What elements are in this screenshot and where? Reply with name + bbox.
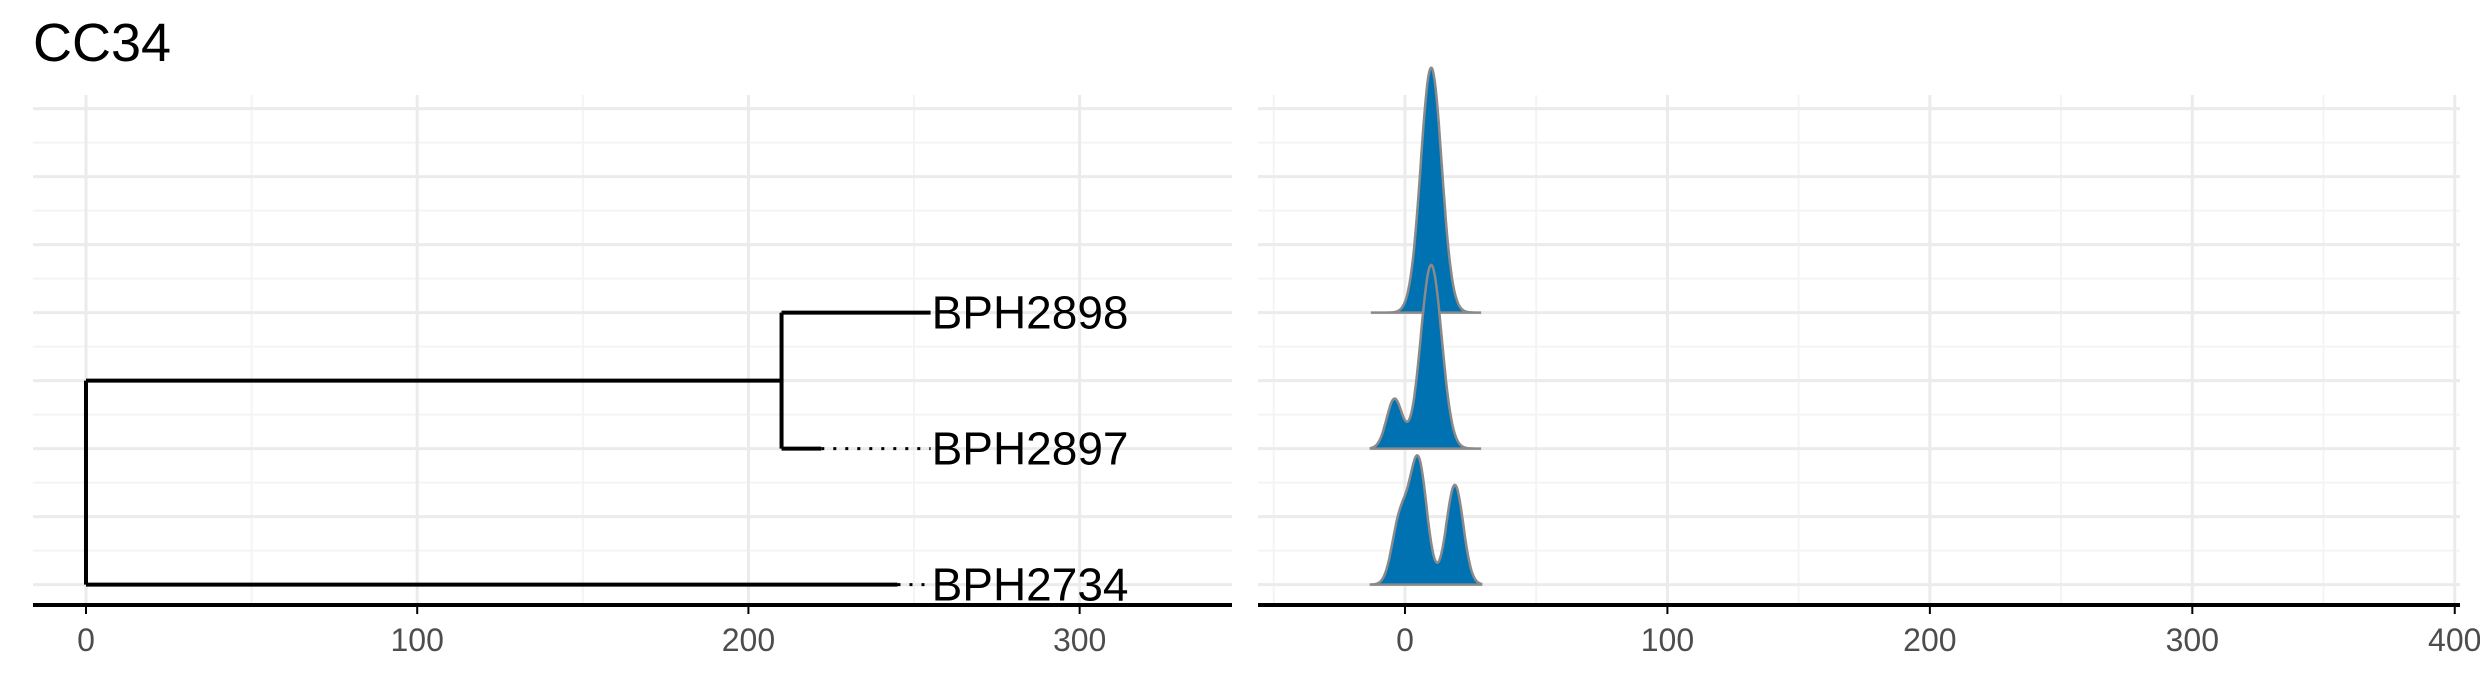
ridge-panel: 0 100 200 300 400 xyxy=(1258,66,2480,658)
tree-tip-label: BPH2734 xyxy=(932,559,1129,611)
x-tick-label: 100 xyxy=(1641,622,1694,658)
density-ridge-bph2897 xyxy=(1369,263,1482,450)
chart-title: CC34 xyxy=(33,13,172,73)
density-ridge-bph2898 xyxy=(1370,66,1482,314)
x-tick-label: 200 xyxy=(722,622,775,658)
density-ridge-bph2734 xyxy=(1369,454,1483,586)
tree-tip-label: BPH2898 xyxy=(932,287,1129,339)
x-tick-label: 100 xyxy=(391,622,444,658)
tree-panel: 0 100 200 300 BPH2898 BPH2897 BPH2734 xyxy=(33,95,1232,658)
x-tick-label: 0 xyxy=(77,622,95,658)
tree-tip-label: BPH2897 xyxy=(932,423,1129,475)
x-tick-label: 200 xyxy=(1903,622,1956,658)
x-tick-label: 300 xyxy=(2166,622,2219,658)
x-tick-label: 0 xyxy=(1396,622,1414,658)
x-tick-label: 300 xyxy=(1053,622,1106,658)
x-tick-label: 400 xyxy=(2428,622,2480,658)
